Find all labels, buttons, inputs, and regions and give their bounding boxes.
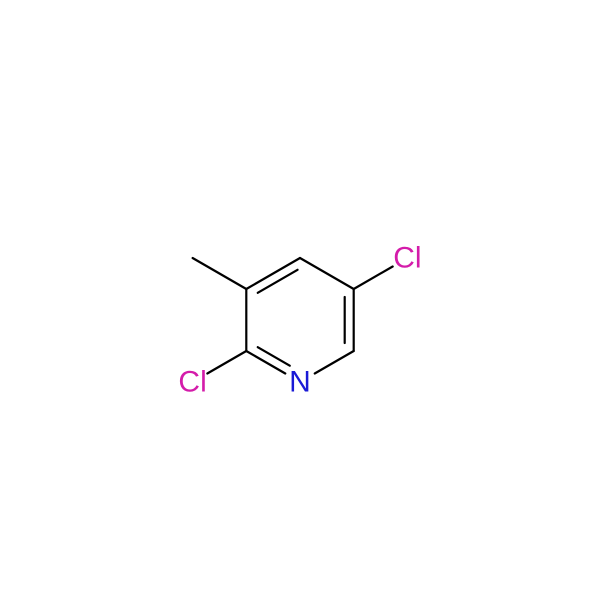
atom-label-cl5: Cl: [393, 242, 421, 275]
bond-line: [207, 351, 246, 374]
bond-line: [258, 347, 290, 366]
atom-label-cl2: Cl: [178, 366, 206, 399]
bond-line: [300, 258, 354, 289]
bond-line: [246, 351, 285, 374]
bond-line: [354, 267, 393, 290]
molecule-canvas: N Cl Cl: [0, 0, 600, 600]
bond-line: [315, 351, 354, 374]
bond-line: [258, 270, 298, 293]
label-layer: N Cl Cl: [178, 242, 421, 399]
bond-layer: [193, 258, 393, 374]
atom-label-n: N: [289, 366, 311, 399]
bond-line: [193, 258, 247, 289]
